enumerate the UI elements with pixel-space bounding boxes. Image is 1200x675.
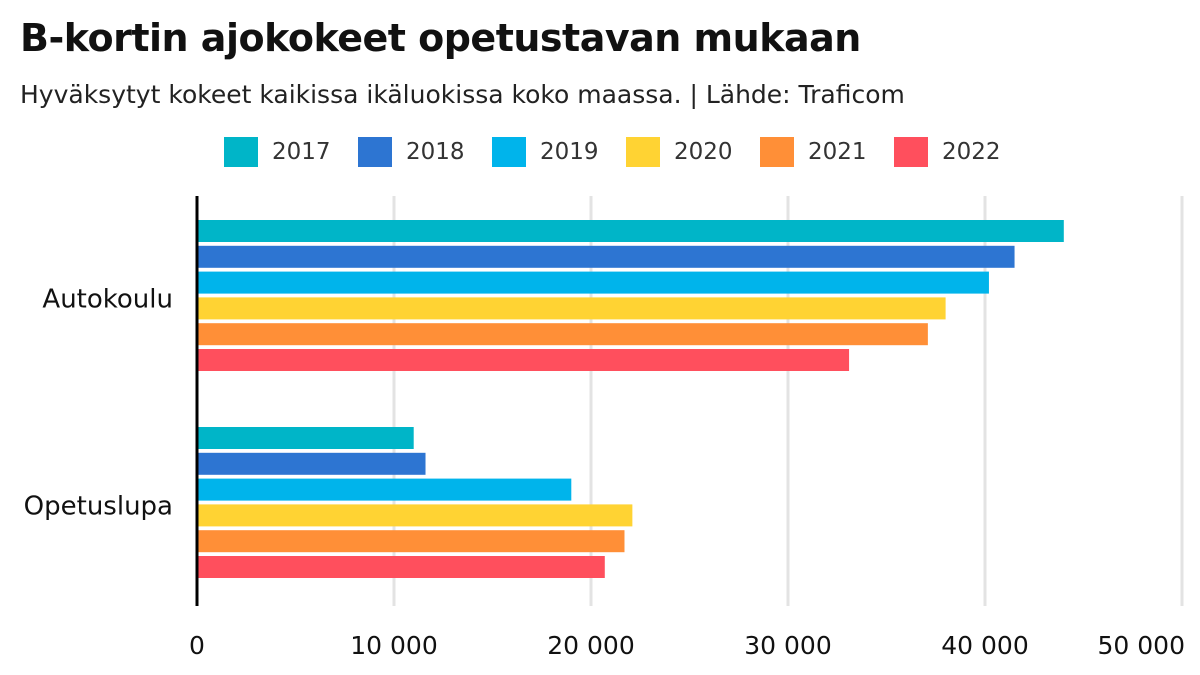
bar-opetuslupa-2022 bbox=[197, 556, 605, 578]
x-tick-label: 50 000 bbox=[1098, 631, 1185, 660]
legend-item-2019: 2019 bbox=[492, 137, 626, 167]
bar-autokoulu-2019 bbox=[197, 271, 989, 294]
category-label: Autokoulu bbox=[42, 284, 173, 314]
bar-autokoulu-2020 bbox=[197, 297, 946, 320]
legend-swatch bbox=[760, 137, 794, 167]
bar-autokoulu-2021 bbox=[197, 323, 928, 346]
bar-opetuslupa-2021 bbox=[197, 530, 625, 553]
legend-swatch bbox=[894, 137, 928, 167]
x-tick-label: 40 000 bbox=[941, 631, 1028, 660]
legend-item-2017: 2017 bbox=[224, 137, 358, 167]
legend-label: 2017 bbox=[272, 139, 331, 165]
chart-legend: 2017 2018 2019 2020 2021 2022 bbox=[224, 137, 1028, 167]
x-tick-label: 0 bbox=[189, 631, 205, 660]
legend-item-2020: 2020 bbox=[626, 137, 760, 167]
legend-swatch bbox=[224, 137, 258, 167]
legend-label: 2020 bbox=[674, 139, 733, 165]
x-tick-label: 10 000 bbox=[350, 631, 437, 660]
bar-opetuslupa-2020 bbox=[197, 504, 633, 527]
legend-swatch bbox=[358, 137, 392, 167]
x-tick-label: 30 000 bbox=[744, 631, 831, 660]
legend-label: 2021 bbox=[808, 139, 867, 165]
x-tick-label: 20 000 bbox=[547, 631, 634, 660]
legend-swatch bbox=[492, 137, 526, 167]
legend-label: 2022 bbox=[942, 139, 1001, 165]
legend-label: 2018 bbox=[406, 139, 465, 165]
chart-subtitle: Hyväksytyt kokeet kaikissa ikäluokissa k… bbox=[20, 80, 905, 109]
bar-autokoulu-2018 bbox=[197, 245, 1015, 268]
legend-label: 2019 bbox=[540, 139, 599, 165]
legend-item-2022: 2022 bbox=[894, 137, 1028, 167]
bar-autokoulu-2022 bbox=[197, 349, 850, 371]
bar-opetuslupa-2017 bbox=[197, 427, 414, 449]
legend-item-2021: 2021 bbox=[760, 137, 894, 167]
legend-swatch bbox=[626, 137, 660, 167]
legend-item-2018: 2018 bbox=[358, 137, 492, 167]
bar-opetuslupa-2018 bbox=[197, 452, 426, 475]
chart-title: B-kortin ajokokeet opetustavan mukaan bbox=[20, 16, 861, 60]
category-label: Opetuslupa bbox=[24, 491, 173, 521]
bar-opetuslupa-2019 bbox=[197, 478, 572, 501]
bar-autokoulu-2017 bbox=[197, 220, 1064, 242]
